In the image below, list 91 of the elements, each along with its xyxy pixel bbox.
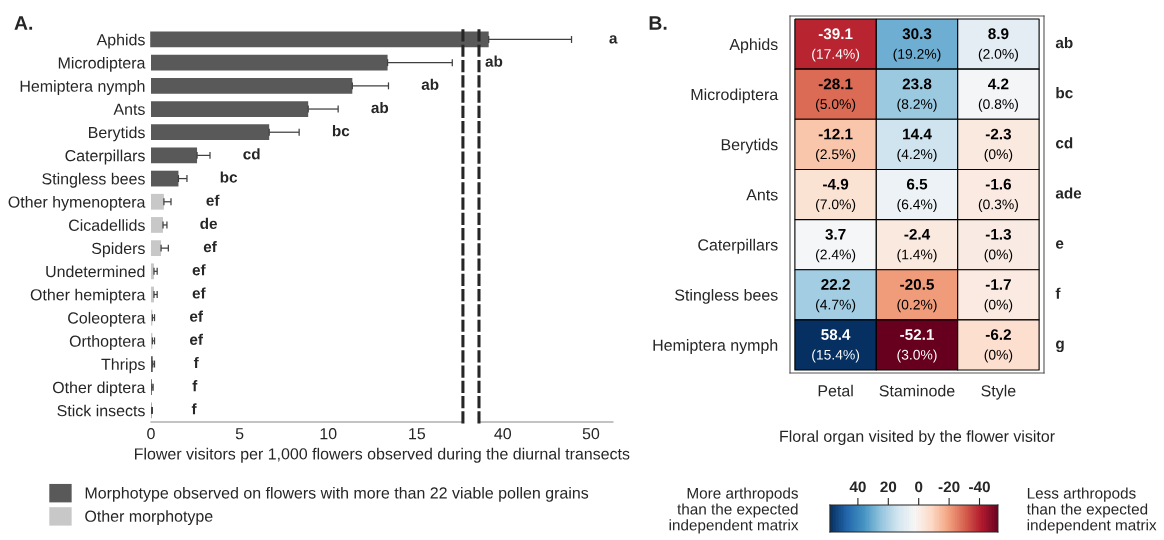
y-tick-label: Ants	[746, 189, 778, 201]
text: cd	[1055, 137, 1073, 149]
data-label: -1.3 (0%)	[984, 228, 1013, 263]
x-axis-title: Floral organ visited by the flower visitor	[780, 430, 1055, 446]
annotation: ab	[421, 78, 439, 90]
data-label: -28.1 (5.0%)	[816, 78, 856, 112]
y-tick-label: Cicadellids	[69, 219, 145, 231]
y-tick-label: Stingless bees	[42, 172, 145, 188]
annotation: ef	[192, 264, 206, 276]
data-label: 8.9 (2.0%)	[978, 28, 1018, 62]
y-tick-label: Microdiptera	[691, 88, 779, 104]
color-bar-label: -40	[969, 481, 990, 493]
data-label: -20.5 (0.2%)	[897, 279, 937, 313]
x-tick-label: 40	[494, 427, 512, 440]
text: More arthropods than the expected independent matrix	[669, 487, 799, 534]
x-tick-label: 10	[320, 427, 337, 440]
data-label: -52.1 (3.0%)	[897, 329, 937, 363]
x-tick-label: 50	[582, 427, 600, 440]
data-label: -4.9 (7.0%)	[816, 178, 856, 212]
y2-tick-label: e	[1055, 240, 1064, 249]
text: ab	[1055, 36, 1073, 49]
data-label: 4.2 (0.8%)	[978, 78, 1018, 112]
y-tick-label: Aphids	[729, 38, 778, 54]
x-tick-label: 0	[147, 427, 155, 440]
x-axis-title: Flower visitors per 1,000 flowers observed during the diurnal transects	[135, 447, 630, 463]
annotation: ef	[206, 194, 220, 206]
y2-tick-label: ab	[485, 55, 503, 67]
annotation: ef	[189, 333, 204, 345]
color-bar-label: 40	[849, 481, 866, 493]
legend-label: Morphotype observed on flowers with more than 22 viable pollen grains	[85, 486, 589, 502]
y-tick-label: Coleoptera	[68, 311, 146, 327]
annotation: f	[191, 403, 197, 415]
data-label: 14.4 (4.2%)	[897, 128, 937, 162]
y-tick-label: Aphids	[96, 33, 145, 49]
x-tick-label: 15	[409, 428, 426, 440]
y2-tick-label: cd	[243, 148, 260, 160]
color-bar-label: 0	[915, 481, 923, 493]
data-label: 58.4 (15.4%)	[812, 329, 860, 363]
y-tick-label: Ants	[113, 103, 145, 115]
y2-tick-label: f	[1055, 287, 1061, 299]
x-tick-label: 5	[235, 428, 244, 440]
chart-title: A.	[14, 16, 33, 30]
y-tick-label: Microdiptera	[58, 56, 146, 72]
color-bar-label: 20	[880, 481, 897, 493]
annotation: ef	[203, 241, 217, 253]
annotation: bc	[332, 125, 350, 137]
legend-label: Other morphotype	[85, 510, 213, 526]
data-label: -6.2 (0%)	[984, 329, 1013, 363]
y-tick-label: Caterpillars	[65, 149, 145, 165]
y-tick-label: Berytids	[89, 126, 145, 142]
data-label: -39.1 (17.4%)	[812, 28, 860, 62]
data-label: -12.1 (2.5%)	[816, 128, 856, 162]
data-label: 3.7 (2.4%)	[816, 228, 856, 263]
annotation: ab	[371, 101, 389, 114]
chart-title: B.	[649, 16, 667, 30]
data-label: -2.3 (0%)	[984, 128, 1013, 162]
y-tick-label: Spiders	[91, 242, 145, 258]
data-label: -1.6 (0.3%)	[978, 178, 1018, 212]
annotation: de	[200, 217, 217, 230]
color-bar-label: -20	[938, 481, 960, 493]
y-tick-label: Hemiptera nymph	[20, 80, 145, 95]
y-tick-label: Hemiptera nymph	[653, 339, 778, 355]
y-tick-label: Thrips	[101, 358, 145, 374]
annotation: f	[192, 380, 198, 392]
data-label: -2.4 (1.4%)	[897, 228, 937, 263]
y-tick-label: Stick insects	[57, 404, 145, 417]
y2-tick-label: ade	[1055, 187, 1082, 199]
data-label: -1.7 (0%)	[984, 279, 1013, 313]
x-tick-label: Petal	[818, 384, 853, 397]
y-tick-label: Undetermined	[46, 265, 145, 278]
data-label: 30.3 (19.2%)	[893, 28, 941, 62]
y-tick-label: Stingless bees	[675, 288, 778, 304]
x-tick-label: Staminode	[879, 384, 955, 397]
y-tick-label: Other hemiptera	[30, 288, 146, 304]
annotation: ef	[192, 287, 206, 299]
data-label: 22.2 (4.7%)	[816, 279, 856, 313]
text: Less arthropods than the expected independent matrix	[1026, 487, 1157, 534]
y-tick-label: Orthoptera	[69, 335, 146, 350]
x-tick-label: Style	[981, 384, 1016, 400]
y2-tick-label: g	[1056, 340, 1064, 353]
y-tick-label: Berytids	[721, 138, 778, 154]
data-label: 23.8 (8.2%)	[897, 78, 937, 112]
y-tick-label: Caterpillars	[698, 238, 778, 254]
annotation: ef	[189, 310, 204, 322]
annotation: a	[609, 35, 618, 44]
annotation: f	[193, 356, 199, 368]
annotation: bc	[220, 171, 238, 183]
data-label: 6.5 (6.4%)	[897, 178, 937, 212]
y-tick-label: Other hymenoptera	[8, 195, 146, 211]
y-tick-label: Other diptera	[52, 381, 146, 397]
y2-tick-label: bc	[1056, 87, 1073, 99]
